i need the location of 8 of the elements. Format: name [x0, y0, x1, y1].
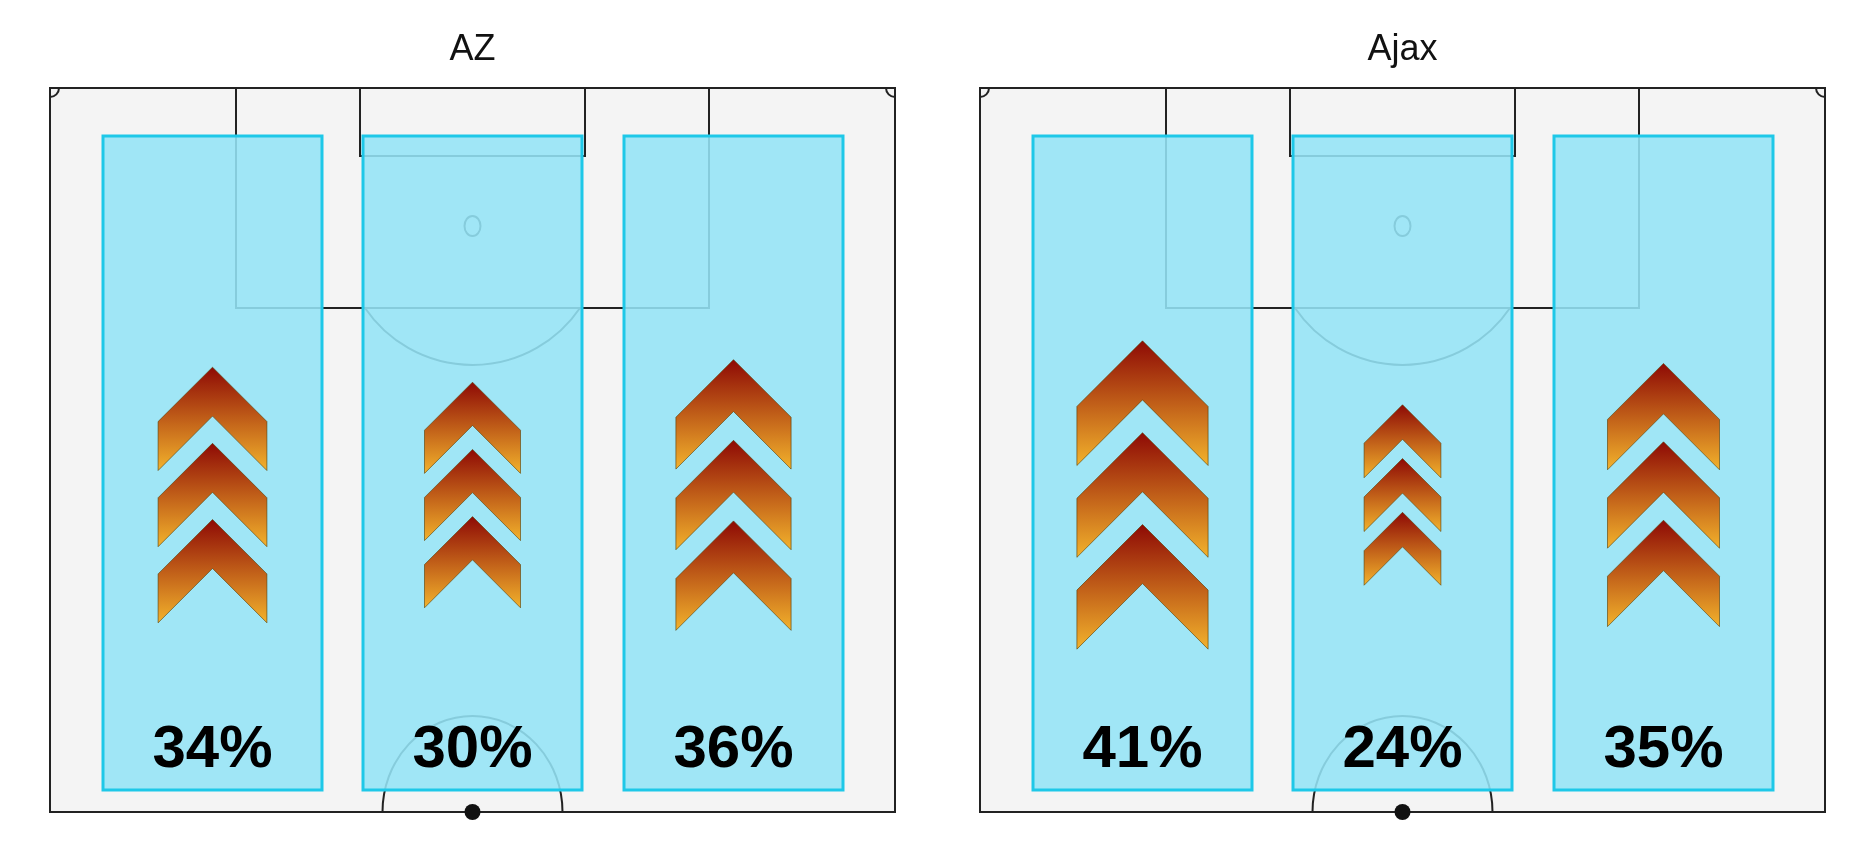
data-label: 30%	[412, 712, 533, 780]
text: AZ	[449, 26, 496, 68]
data-label: 36%	[673, 712, 794, 780]
data-label: 34%	[152, 712, 273, 780]
data-label: 41%	[1082, 712, 1203, 780]
data-label: 35%	[1603, 712, 1724, 780]
text: Ajax	[1367, 26, 1438, 68]
data-label: 24%	[1342, 712, 1463, 780]
